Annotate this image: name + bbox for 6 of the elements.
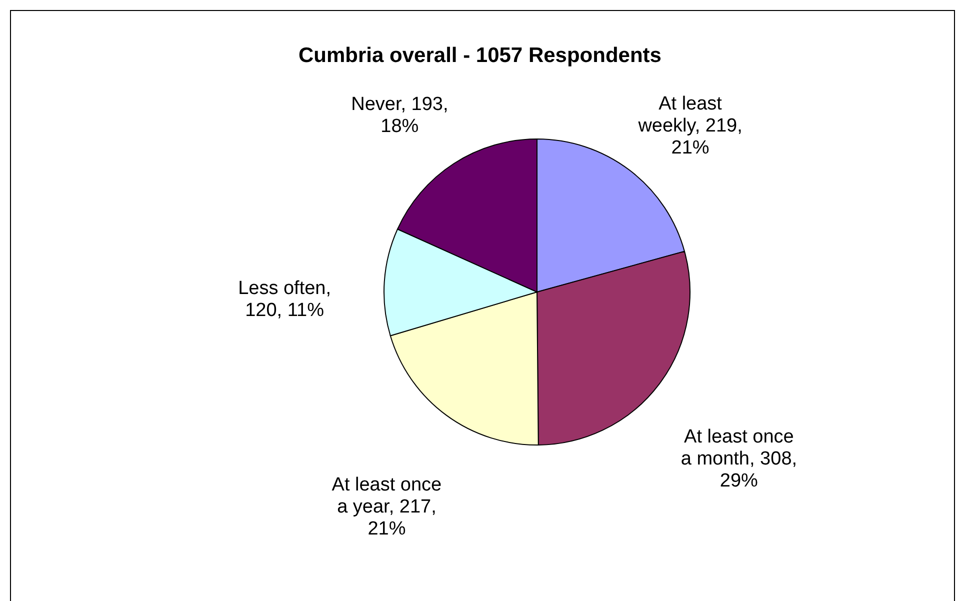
slice-label: Never, 193, 18%	[351, 94, 448, 138]
chart-title: Cumbria overall - 1057 Respondents	[298, 44, 662, 67]
slice-label: Less often, 120, 11%	[238, 278, 332, 322]
slice-label: At least once a year, 217, 21%	[332, 474, 442, 540]
slice-label: At least once a month, 308, 29%	[680, 426, 798, 492]
slice-label: At least weekly, 219, 21%	[637, 94, 742, 159]
